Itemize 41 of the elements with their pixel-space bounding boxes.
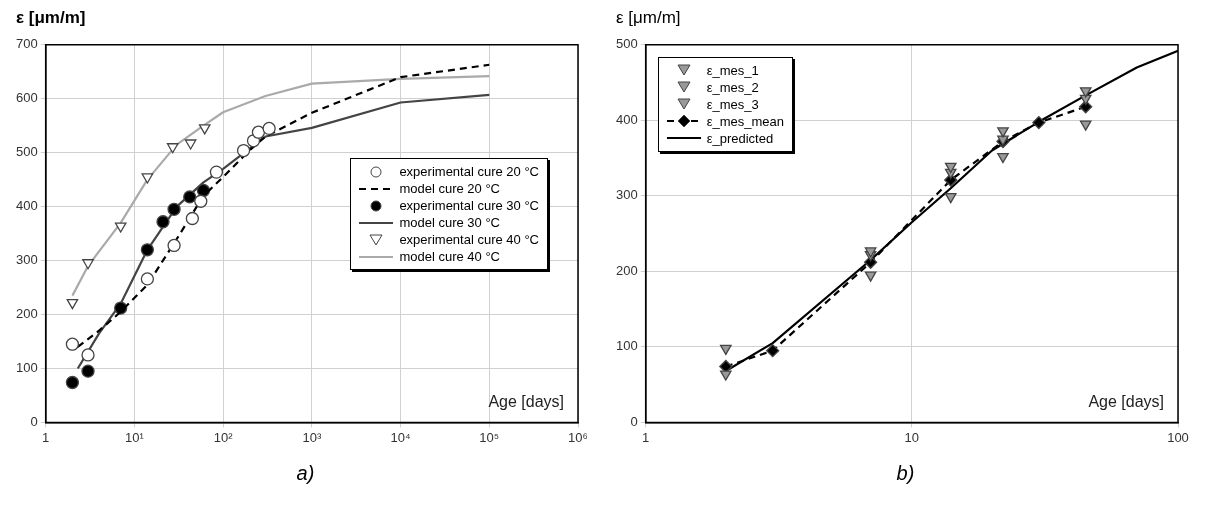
legend-label: experimental cure 40 °C: [399, 231, 539, 249]
legend-label: ε_mes_3: [706, 95, 759, 113]
legend-label: model cure 40 °C: [399, 248, 500, 266]
y-tick-label: 500: [615, 36, 638, 52]
x-tick-label: 10³: [302, 429, 322, 445]
x-tick-label: 1: [642, 429, 650, 445]
y-tick-label: 600: [15, 90, 38, 106]
x-tick-label: 10: [904, 429, 920, 445]
x-tick-label: 10⁴: [390, 429, 411, 445]
legend-label: ε_mes_2: [706, 78, 759, 96]
y-tick-label: 400: [615, 111, 638, 127]
y-tick-label: 300: [15, 252, 38, 268]
x-axis-title: Age [days]: [488, 392, 564, 410]
legend-label: experimental cure 20 °C: [399, 163, 539, 181]
text: a): [295, 462, 316, 485]
y-tick-label: 500: [15, 144, 38, 160]
y-tick-label: 100: [615, 338, 638, 354]
x-tick-label: 1: [42, 429, 50, 445]
legend-label: model cure 20 °C: [399, 180, 500, 198]
y-tick-label: 700: [15, 36, 38, 52]
x-tick-label: 100: [1167, 429, 1189, 445]
y-tick-label: 200: [615, 262, 638, 278]
y-tick-label: 300: [615, 187, 638, 203]
y-tick-label: 400: [15, 198, 38, 214]
legend-label: experimental cure 30 °C: [399, 197, 539, 215]
x-tick-label: 10²: [213, 429, 234, 445]
legend-label: ε_mes_mean: [706, 112, 785, 130]
x-tick-label: 10¹: [125, 429, 145, 445]
text: b): [895, 462, 916, 485]
legend-label: model cure 30 °C: [399, 214, 500, 232]
legend-label: ε_mes_1: [706, 61, 759, 79]
y-tick-label: 200: [15, 306, 38, 322]
y-axis-title: ε [μm/m]: [15, 8, 87, 29]
legend-label: ε_predicted: [706, 129, 774, 147]
y-axis-title: ε [μm/m]: [615, 8, 682, 29]
y-tick-label: 0: [30, 413, 38, 429]
x-axis-title: Age [days]: [1088, 392, 1164, 410]
x-tick-label: 10⁵: [479, 429, 500, 445]
y-tick-label: 100: [15, 360, 38, 376]
y-tick-label: 0: [630, 413, 638, 429]
x-tick-label: 10⁶: [568, 429, 588, 445]
